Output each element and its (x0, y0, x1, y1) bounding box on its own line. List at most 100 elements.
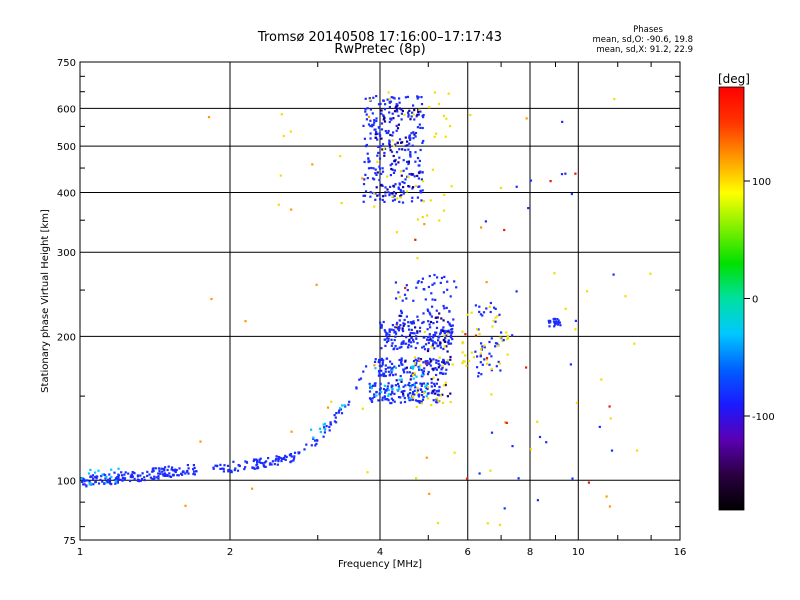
data-point (490, 355, 493, 358)
data-point (410, 328, 413, 331)
data-point (423, 348, 427, 351)
data-point (398, 378, 401, 381)
data-point (422, 361, 425, 364)
data-point (329, 421, 332, 424)
data-point (388, 374, 391, 377)
cluster-high-echoes (362, 95, 425, 204)
data-point (438, 394, 441, 397)
data-point (488, 363, 491, 366)
data-point (421, 394, 424, 397)
data-point (409, 155, 412, 158)
data-point (420, 178, 423, 181)
data-point (417, 110, 420, 114)
data-point (412, 320, 415, 323)
data-point (404, 342, 408, 345)
data-point (400, 378, 403, 381)
data-point (390, 362, 394, 365)
data-point (490, 431, 494, 434)
data-point (410, 345, 413, 348)
data-point (497, 344, 500, 347)
data-point (395, 231, 398, 234)
data-point (437, 339, 440, 342)
data-point (193, 473, 196, 476)
data-point (398, 97, 401, 100)
data-point (429, 338, 432, 341)
data-point (325, 425, 328, 428)
data-point (378, 178, 381, 182)
data-point (556, 318, 559, 321)
data-point (154, 467, 157, 470)
data-point (117, 474, 120, 477)
data-point (412, 104, 415, 107)
data-point (393, 97, 396, 100)
data-point (415, 335, 418, 338)
data-point (436, 378, 440, 381)
data-point (383, 329, 386, 332)
data-point (383, 384, 386, 387)
data-point (401, 328, 404, 331)
data-point (435, 326, 439, 329)
data-point (412, 131, 415, 134)
data-point (382, 320, 385, 324)
data-point (168, 472, 171, 475)
data-point (391, 369, 394, 372)
data-point (450, 185, 453, 188)
data-point (384, 194, 387, 197)
data-point (176, 474, 179, 477)
data-point (476, 366, 479, 369)
data-point (405, 297, 408, 300)
data-point (395, 379, 398, 382)
data-point (420, 375, 423, 378)
data-point (413, 384, 416, 387)
data-point (253, 458, 256, 461)
y-tick-label: 600 (57, 104, 76, 115)
data-point (367, 160, 370, 164)
data-point (104, 474, 107, 477)
data-point (361, 177, 364, 180)
data-point (441, 372, 445, 375)
data-point (387, 91, 390, 94)
data-point (432, 322, 435, 325)
data-point (374, 198, 377, 201)
cluster-f-layer-spread-navy (395, 312, 452, 398)
data-point (433, 382, 436, 385)
data-point (277, 455, 280, 459)
data-point (379, 387, 382, 390)
data-point (394, 366, 397, 369)
data-point (386, 387, 389, 390)
data-point (427, 285, 430, 289)
data-point (395, 105, 398, 108)
data-point (371, 123, 374, 126)
data-point (419, 364, 422, 367)
data-point (447, 331, 450, 334)
data-point (406, 289, 409, 292)
data-point (341, 404, 344, 407)
x-tick-label: 2 (227, 547, 233, 558)
data-point (99, 478, 102, 481)
data-point (335, 412, 338, 415)
data-point (493, 306, 496, 309)
data-point (406, 160, 409, 163)
data-point (364, 108, 367, 111)
data-point (192, 468, 195, 471)
data-point (387, 366, 390, 369)
data-point (424, 343, 428, 346)
data-point (86, 479, 89, 482)
data-point (427, 309, 430, 312)
data-point (439, 332, 442, 335)
data-point (517, 477, 520, 480)
data-point (375, 390, 378, 394)
data-point (421, 277, 424, 280)
data-point (108, 473, 111, 476)
data-point (243, 468, 246, 471)
data-point (502, 339, 505, 342)
data-point (252, 466, 255, 469)
data-point (494, 342, 498, 345)
data-point (416, 331, 419, 334)
data-point (442, 361, 445, 364)
data-point (388, 105, 391, 109)
data-point (94, 480, 97, 483)
cluster-scattered-blue (478, 120, 615, 510)
data-point (422, 116, 425, 119)
data-point (381, 167, 384, 170)
